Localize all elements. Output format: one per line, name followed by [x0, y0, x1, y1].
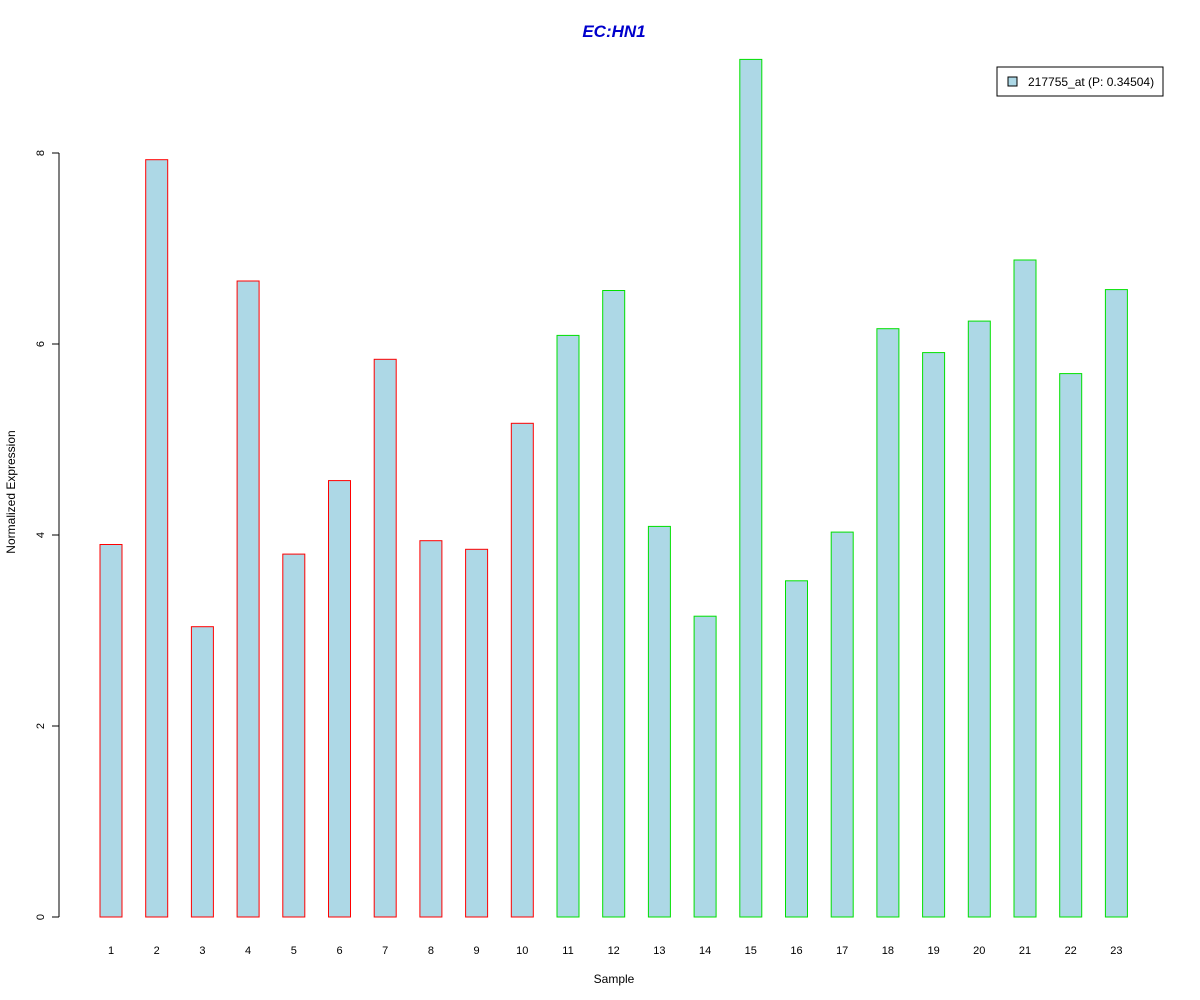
bar-sample-2 — [145, 159, 169, 918]
y-tick-label: 4 — [35, 532, 47, 538]
x-tick-labels: 1 2 3 4 5 6 7 8 9 10 11 12 13 14 15 16 17 18 19 20 21 22 23 — [108, 945, 1123, 957]
legend-box — [996, 66, 1164, 97]
bar-sample-22 — [1059, 373, 1083, 918]
x-tick-label: 15 — [745, 945, 757, 957]
chart-title: EC:HN1 — [582, 22, 645, 41]
y-tick-label: 0 — [35, 914, 47, 920]
bar-sample-11 — [556, 334, 580, 918]
x-tick-label: 1 — [108, 945, 114, 957]
x-tick-label: 8 — [428, 945, 434, 957]
x-tick-label: 19 — [927, 945, 939, 957]
x-tick-label: 16 — [790, 945, 802, 957]
x-tick-label: 21 — [1019, 945, 1031, 957]
x-tick-label: 23 — [1110, 945, 1122, 957]
bar-sample-8 — [419, 540, 443, 918]
legend-swatch — [1007, 76, 1018, 87]
bar-sample-18 — [876, 328, 900, 918]
legend-label: 217755_at (P: 0.34504) — [1028, 75, 1154, 89]
bar-sample-4 — [236, 280, 260, 918]
x-tick-label: 14 — [699, 945, 711, 957]
bar-sample-19 — [922, 352, 946, 918]
x-tick-label: 20 — [973, 945, 985, 957]
x-tick-label: 9 — [474, 945, 480, 957]
bar-sample-14 — [693, 615, 717, 918]
x-tick-label: 13 — [653, 945, 665, 957]
x-tick-label: 17 — [836, 945, 848, 957]
bar-sample-1 — [99, 544, 123, 918]
y-tick-label: 6 — [35, 341, 47, 347]
x-tick-label: 10 — [516, 945, 528, 957]
bar-sample-23 — [1104, 289, 1128, 918]
y-tick-label: 8 — [35, 150, 47, 156]
bar-sample-9 — [465, 548, 489, 918]
bar-sample-17 — [830, 531, 854, 918]
y-tick-label: 2 — [35, 723, 47, 729]
x-tick-label: 5 — [291, 945, 297, 957]
bar-sample-6 — [328, 480, 351, 918]
bar-sample-13 — [647, 525, 671, 918]
bar-sample-3 — [190, 626, 214, 918]
x-tick-label: 18 — [882, 945, 894, 957]
bar-sample-12 — [602, 290, 626, 918]
bar-sample-16 — [785, 580, 808, 918]
bar-sample-5 — [282, 553, 306, 918]
x-tick-label: 6 — [336, 945, 342, 957]
bar-sample-21 — [1013, 259, 1037, 918]
x-tick-label: 4 — [245, 945, 251, 957]
bars — [99, 58, 1128, 918]
y-axis: 0 2 4 6 8 — [35, 150, 60, 920]
y-axis-title: Normalized Expression — [4, 430, 18, 553]
x-tick-label: 7 — [382, 945, 388, 957]
bar-sample-7 — [373, 358, 397, 918]
x-axis-title: Sample — [594, 972, 635, 986]
bar-sample-10 — [510, 422, 534, 918]
bar-sample-15 — [739, 58, 763, 918]
x-tick-label: 22 — [1065, 945, 1077, 957]
x-tick-label: 12 — [608, 945, 620, 957]
legend: 217755_at (P: 0.34504) — [996, 66, 1164, 97]
x-tick-label: 2 — [154, 945, 160, 957]
bar-sample-20 — [967, 320, 991, 918]
x-tick-label: 11 — [562, 945, 573, 957]
x-tick-label: 3 — [199, 945, 205, 957]
